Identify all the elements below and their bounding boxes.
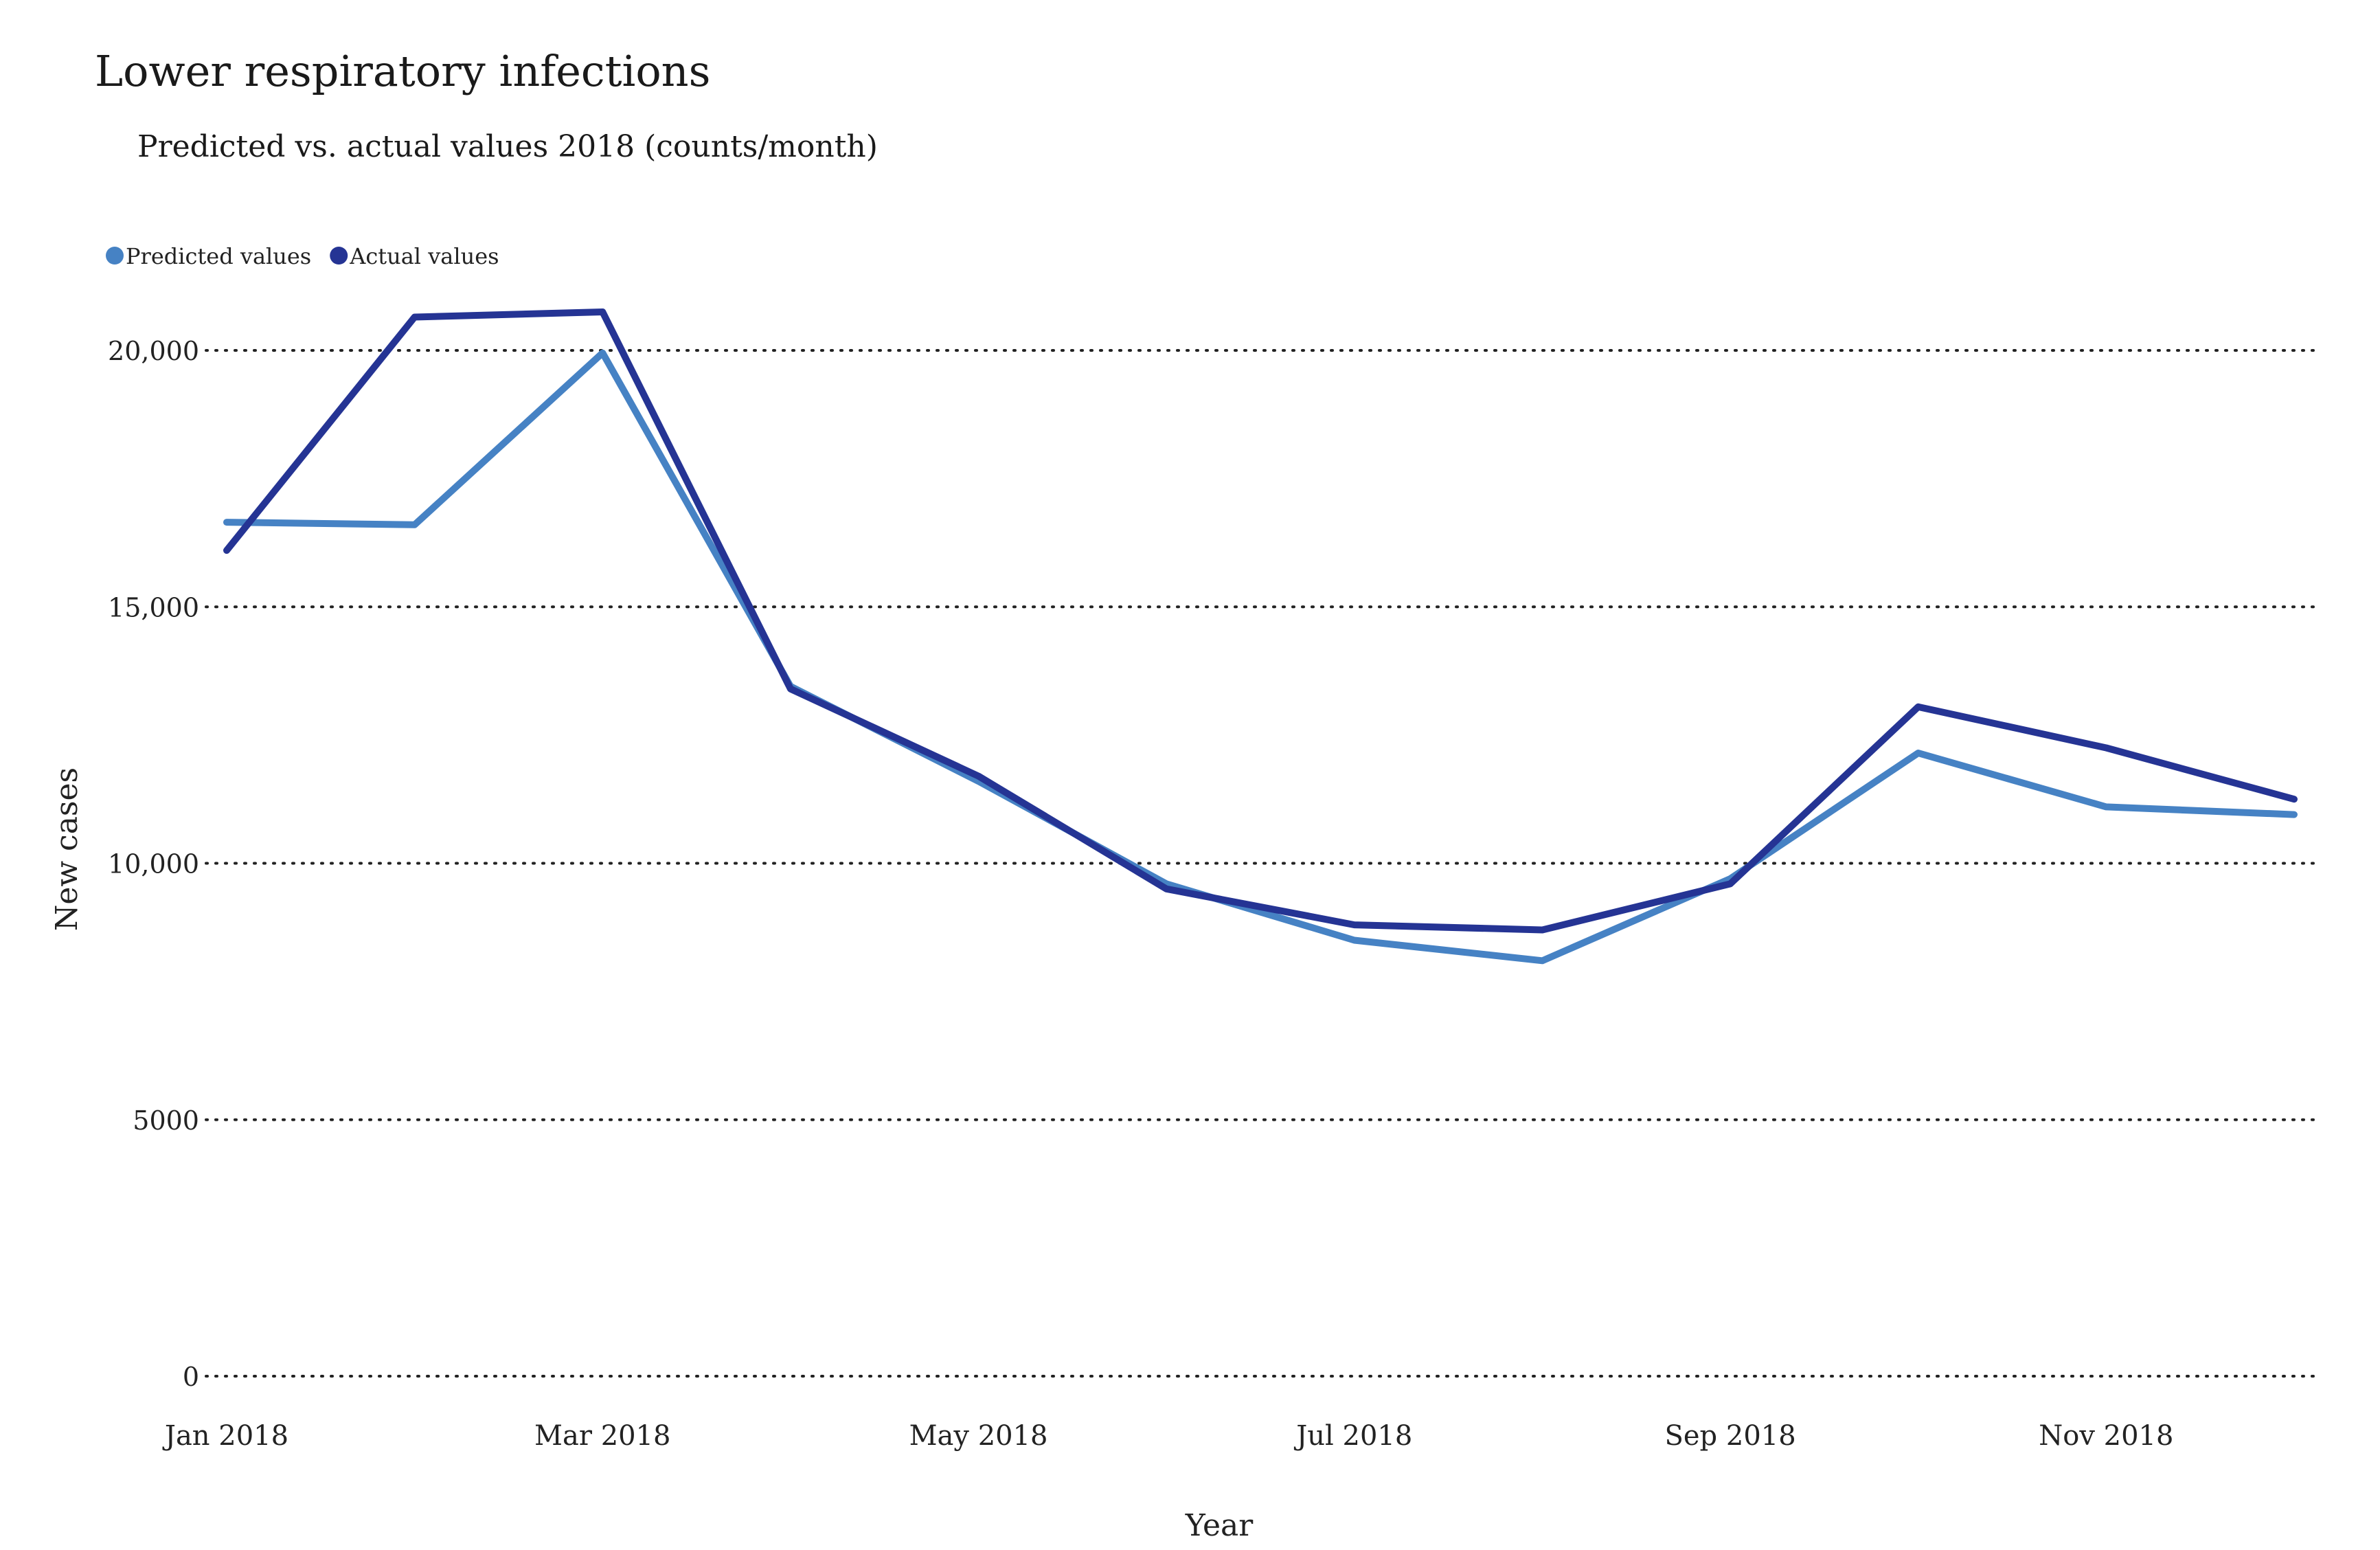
y-tick-label: 20,000 [108,336,199,366]
legend-label-actual-values: Actual values [349,243,499,269]
y-axis-ticks: 0 5000 10,000 15,000 20,000 [108,336,199,1392]
y-tick-label: 5000 [133,1105,199,1136]
x-tick-label: Mar 2018 [534,1420,670,1452]
chart-title: Lower respiratory infections [95,46,710,96]
y-axis-label: New cases [49,767,84,931]
series-line-actual-values [223,308,2298,934]
x-tick-label: Sep 2018 [1664,1420,1795,1452]
y-tick-label: 15,000 [108,592,199,622]
legend-marker-actual-values [330,247,348,265]
x-axis-ticks: Jan 2018 Mar 2018 May 2018 Jul 2018 Sep 2018… [162,1420,2174,1452]
chart-subtitle: Predicted vs. actual values 2018 (counts… [137,129,878,164]
legend-marker-predicted-values [106,247,124,265]
x-tick-label: Jul 2018 [1293,1420,1412,1452]
legend-label-predicted-values: Predicted values [126,243,311,269]
x-tick-label: Nov 2018 [2039,1420,2173,1452]
y-tick-label: 0 [183,1362,199,1392]
x-tick-label: May 2018 [909,1420,1048,1452]
series-lines [223,308,2298,965]
gridlines [205,349,2320,1378]
legend: Predicted values Actual values [106,243,499,269]
x-axis-label: Year [1185,1508,1254,1543]
x-tick-label: Jan 2018 [162,1420,288,1452]
series-line-predicted-values [223,349,2298,965]
y-tick-label: 10,000 [108,849,199,879]
